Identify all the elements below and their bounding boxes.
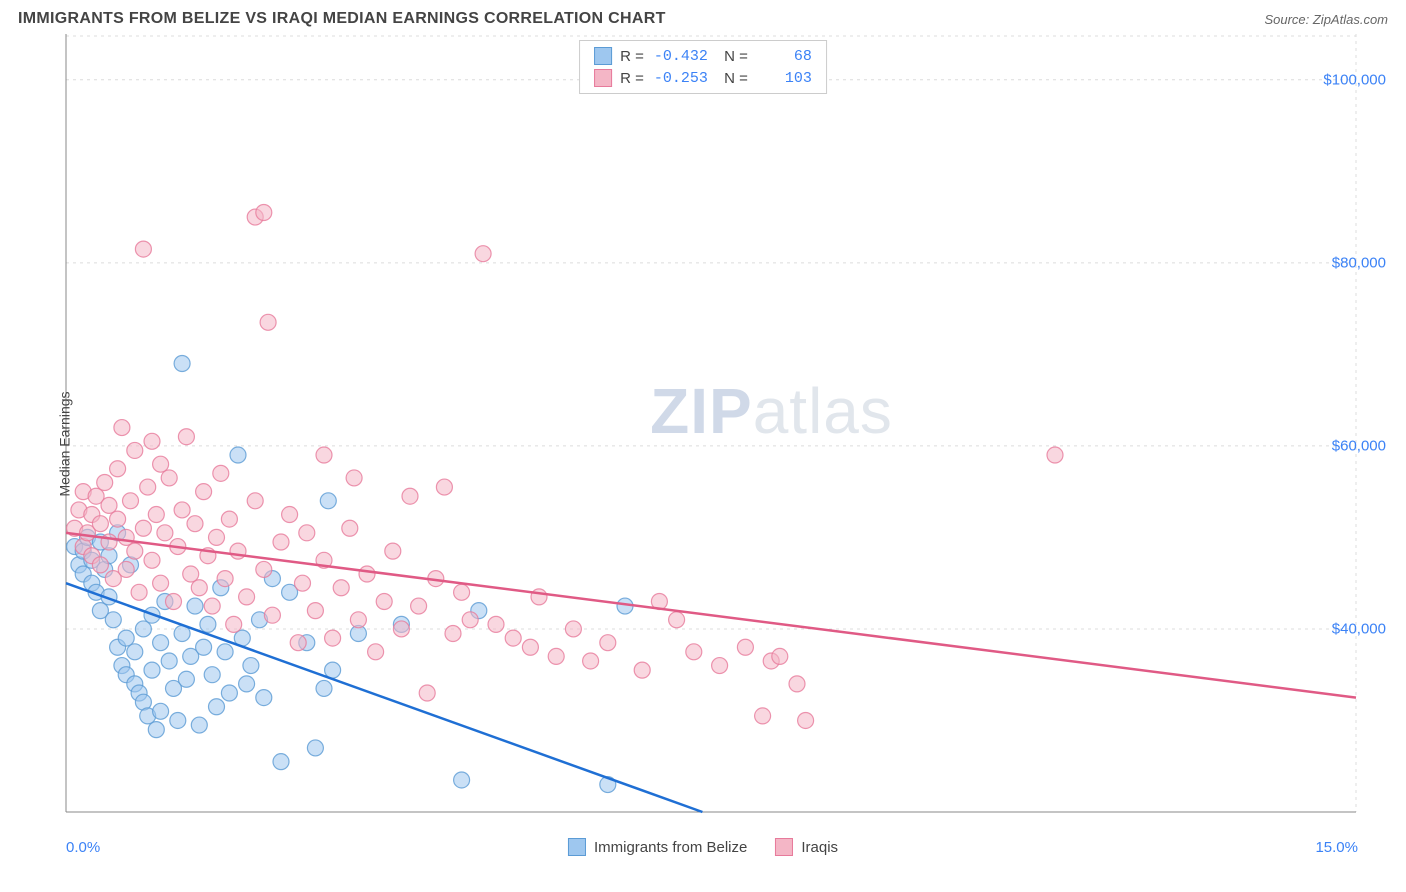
y-axis-tick-label: $100,000 — [1323, 71, 1386, 88]
stats-row: R =-0.253 N =103 — [594, 67, 812, 89]
legend-item: Immigrants from Belize — [568, 838, 747, 856]
source-attribution: Source: ZipAtlas.com — [1264, 12, 1388, 27]
r-value: -0.253 — [652, 70, 708, 87]
legend: Immigrants from Belize Iraqis — [568, 838, 838, 856]
legend-item: Iraqis — [775, 838, 838, 856]
series-swatch-icon — [594, 69, 612, 87]
y-axis-tick-label: $60,000 — [1332, 437, 1386, 454]
r-value: -0.432 — [652, 48, 708, 65]
legend-label: Iraqis — [801, 839, 838, 856]
y-axis-tick-label: $40,000 — [1332, 620, 1386, 637]
series-swatch-icon — [594, 47, 612, 65]
chart-title: IMMIGRANTS FROM BELIZE VS IRAQI MEDIAN E… — [18, 10, 666, 28]
x-axis-min-label: 0.0% — [66, 839, 100, 856]
legend-swatch-icon — [775, 838, 793, 856]
stats-row: R =-0.432 N =68 — [594, 45, 812, 67]
chart-container: Median Earnings ZIPatlas R =-0.432 N =68… — [18, 34, 1388, 854]
y-axis-label: Median Earnings — [57, 391, 73, 496]
scatter-chart — [18, 34, 1388, 834]
legend-label: Immigrants from Belize — [594, 839, 747, 856]
n-value: 68 — [756, 48, 812, 65]
n-value: 103 — [756, 70, 812, 87]
legend-swatch-icon — [568, 838, 586, 856]
correlation-stats-box: R =-0.432 N =68 R =-0.253 N =103 — [579, 40, 827, 94]
y-axis-tick-label: $80,000 — [1332, 254, 1386, 271]
x-axis-max-label: 15.0% — [1315, 839, 1358, 856]
